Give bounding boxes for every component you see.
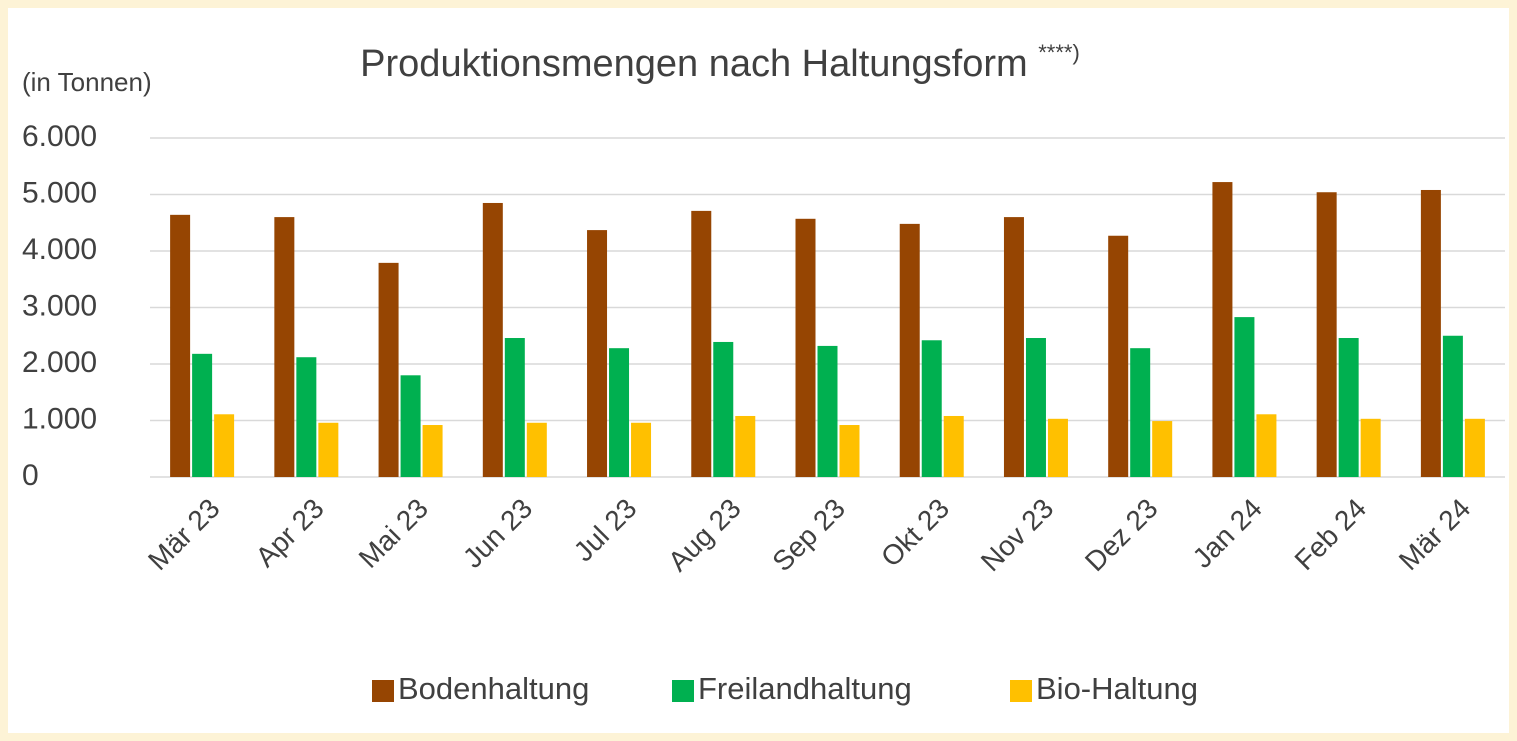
title-text: Produktionsmengen nach Haltungsform <box>360 43 1028 85</box>
bar <box>1256 414 1277 477</box>
chart-title: Produktionsmengen nach Haltungsform ****… <box>360 40 1080 85</box>
y-tick-label: 1.000 <box>22 402 97 435</box>
bar <box>192 353 213 477</box>
bar <box>214 414 235 477</box>
y-axis-label: (in Tonnen) <box>22 67 152 97</box>
chart-area <box>8 8 1509 733</box>
y-tick-label: 4.000 <box>22 233 97 266</box>
bar <box>899 223 920 477</box>
bar <box>1047 418 1068 477</box>
title-note: ****) <box>1038 40 1080 65</box>
bar <box>526 422 547 477</box>
legend-swatch <box>672 680 694 702</box>
legend-swatch <box>1010 680 1032 702</box>
bar <box>691 210 712 477</box>
bar <box>713 341 734 477</box>
bar <box>609 348 630 477</box>
bar <box>378 262 399 477</box>
bar <box>1464 418 1485 477</box>
bar <box>587 230 608 477</box>
bar <box>482 202 503 477</box>
bar <box>1316 192 1337 478</box>
bar <box>400 375 421 477</box>
legend-label: Bio-Haltung <box>1036 671 1198 706</box>
bar <box>817 345 838 477</box>
bar <box>943 415 964 477</box>
bar <box>1152 421 1173 477</box>
bar <box>921 340 942 477</box>
bar <box>1003 217 1024 477</box>
bar <box>1108 235 1129 477</box>
bar <box>274 217 295 477</box>
bar <box>839 425 860 477</box>
bar <box>504 338 525 477</box>
y-tick-label: 3.000 <box>22 289 97 322</box>
bar <box>1130 348 1151 477</box>
bar <box>795 218 816 478</box>
bar <box>1338 338 1359 477</box>
bar <box>1234 317 1255 477</box>
y-tick-label: 2.000 <box>22 346 97 379</box>
y-tick-label: 5.000 <box>22 176 97 209</box>
bar <box>422 425 443 477</box>
bar <box>1212 182 1233 477</box>
bar <box>1360 418 1381 477</box>
bar <box>1025 338 1046 477</box>
legend-label: Bodenhaltung <box>398 671 589 706</box>
bar <box>170 214 191 477</box>
bar <box>1442 335 1463 477</box>
bar <box>631 422 652 477</box>
bar <box>296 357 317 477</box>
legend-swatch <box>372 680 394 702</box>
bar <box>318 422 339 477</box>
y-tick-label: 0 <box>22 459 39 492</box>
y-tick-label: 6.000 <box>22 120 97 153</box>
bar <box>735 415 756 477</box>
bar <box>1420 189 1441 478</box>
legend-label: Freilandhaltung <box>698 671 912 706</box>
